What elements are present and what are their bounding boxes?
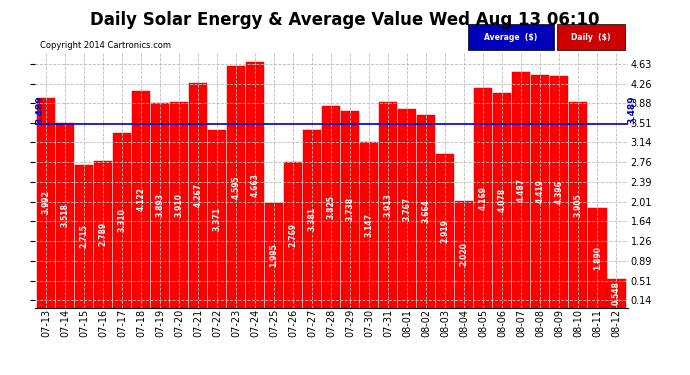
Bar (417, 115, 435, 308)
Text: 3.147: 3.147 (365, 213, 374, 237)
Bar (474, 88, 493, 308)
Text: 4.595: 4.595 (232, 175, 241, 198)
Bar (303, 130, 322, 308)
Text: 4.396: 4.396 (555, 180, 564, 204)
Text: 4.078: 4.078 (498, 188, 507, 212)
Bar (607, 279, 626, 308)
Bar (94, 161, 112, 308)
Bar (132, 91, 150, 308)
Text: 4.267: 4.267 (194, 183, 203, 207)
Text: 3.905: 3.905 (574, 193, 583, 217)
Text: 1.995: 1.995 (270, 243, 279, 267)
Text: 3.893: 3.893 (155, 193, 164, 217)
Text: 3.518: 3.518 (61, 203, 70, 227)
Bar (56, 123, 74, 308)
Text: 3.738: 3.738 (346, 197, 355, 221)
Text: Daily Solar Energy & Average Value Wed Aug 13 06:10: Daily Solar Energy & Average Value Wed A… (90, 11, 600, 29)
Text: 2.715: 2.715 (79, 224, 88, 248)
Text: 3.910: 3.910 (175, 193, 184, 217)
Text: 3.913: 3.913 (384, 193, 393, 217)
Text: 4.419: 4.419 (536, 179, 545, 203)
Text: 2.789: 2.789 (99, 222, 108, 246)
Text: 2.020: 2.020 (460, 243, 469, 266)
Bar (113, 134, 131, 308)
Bar (189, 83, 207, 308)
Bar (380, 102, 397, 308)
Text: 4.487: 4.487 (517, 177, 526, 202)
Text: 3.489: 3.489 (627, 95, 636, 124)
Bar (322, 106, 340, 308)
Text: 4.122: 4.122 (137, 187, 146, 211)
FancyBboxPatch shape (557, 24, 625, 50)
Bar (493, 93, 511, 308)
Bar (455, 201, 473, 308)
Bar (551, 76, 569, 308)
Text: 3.371: 3.371 (213, 207, 221, 231)
Text: Average  ($): Average ($) (484, 33, 538, 42)
Text: Daily  ($): Daily ($) (571, 33, 611, 42)
Text: 4.663: 4.663 (250, 173, 259, 197)
Text: 3.992: 3.992 (41, 190, 50, 214)
Bar (284, 162, 302, 308)
Bar (360, 142, 378, 308)
Bar (208, 130, 226, 308)
Text: 2.769: 2.769 (288, 223, 297, 247)
Bar (265, 202, 283, 308)
Text: Copyright 2014 Cartronics.com: Copyright 2014 Cartronics.com (41, 41, 171, 50)
Bar (513, 72, 531, 308)
Bar (37, 98, 55, 308)
Bar (151, 103, 169, 308)
Bar (246, 62, 264, 308)
Text: 1.890: 1.890 (593, 246, 602, 270)
Bar (341, 111, 359, 308)
Bar (589, 208, 607, 308)
Bar (398, 110, 416, 308)
Bar (569, 102, 587, 308)
Bar (170, 102, 188, 308)
Bar (531, 75, 549, 307)
Bar (75, 165, 93, 308)
Text: 2.919: 2.919 (441, 219, 450, 243)
Bar (436, 154, 454, 308)
Text: 0.548: 0.548 (612, 281, 621, 305)
Text: 3.310: 3.310 (117, 209, 126, 232)
Text: 3.664: 3.664 (422, 199, 431, 223)
Text: 3.489: 3.489 (35, 95, 44, 124)
Text: 3.767: 3.767 (403, 196, 412, 220)
Text: 3.825: 3.825 (326, 195, 336, 219)
Text: 3.381: 3.381 (308, 207, 317, 231)
Text: 4.169: 4.169 (479, 186, 488, 210)
Bar (227, 66, 245, 308)
FancyBboxPatch shape (468, 24, 553, 50)
